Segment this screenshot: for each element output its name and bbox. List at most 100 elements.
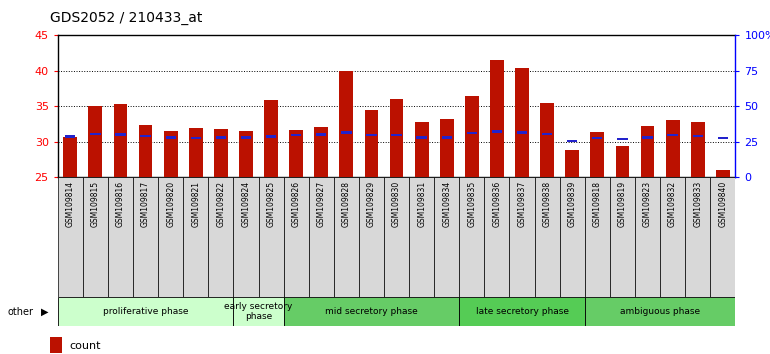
Bar [542,132,552,135]
Bar [666,120,679,177]
Text: proliferative phase: proliferative phase [103,307,189,316]
Text: GSM109819: GSM109819 [618,181,627,227]
Bar [291,134,301,136]
Text: GSM109830: GSM109830 [392,181,401,227]
Text: GSM109828: GSM109828 [342,181,351,227]
Bar [391,134,402,136]
Text: GDS2052 / 210433_at: GDS2052 / 210433_at [50,11,203,25]
Bar [440,119,454,177]
FancyBboxPatch shape [58,177,83,297]
Bar [140,135,151,137]
FancyBboxPatch shape [83,177,108,297]
FancyBboxPatch shape [108,177,133,297]
Text: GSM109826: GSM109826 [292,181,300,227]
Bar [515,68,529,177]
Text: GSM109827: GSM109827 [316,181,326,227]
Bar [691,122,705,177]
Text: GSM109824: GSM109824 [242,181,250,227]
Bar [467,132,477,134]
Bar [264,100,278,177]
Bar [517,131,527,133]
Bar [364,110,378,177]
Text: ambiguous phase: ambiguous phase [620,307,700,316]
FancyBboxPatch shape [233,297,283,326]
FancyBboxPatch shape [133,177,158,297]
Bar [390,99,403,177]
Text: GSM109832: GSM109832 [668,181,677,227]
Bar [341,131,352,133]
Bar [89,106,102,177]
FancyBboxPatch shape [710,177,735,297]
Bar [239,131,253,177]
Text: GSM109829: GSM109829 [367,181,376,227]
Bar [615,146,629,177]
Bar [63,137,77,177]
FancyBboxPatch shape [685,177,710,297]
Bar [716,170,730,177]
FancyBboxPatch shape [434,177,459,297]
Bar [367,134,377,136]
Text: late secretory phase: late secretory phase [476,307,568,316]
FancyBboxPatch shape [259,177,283,297]
Bar [642,136,653,138]
Text: GSM109820: GSM109820 [166,181,176,227]
Text: GSM109833: GSM109833 [693,181,702,227]
Bar [541,103,554,177]
Bar [314,127,328,177]
Bar [618,137,628,140]
Bar [191,137,201,139]
Bar [567,139,578,142]
Text: GSM109838: GSM109838 [543,181,551,227]
Text: GSM109840: GSM109840 [718,181,728,227]
Bar [718,137,728,139]
Bar [441,136,452,138]
Bar [465,96,479,177]
FancyBboxPatch shape [584,177,610,297]
Text: GSM109817: GSM109817 [141,181,150,227]
FancyBboxPatch shape [158,177,183,297]
Text: GSM109835: GSM109835 [467,181,477,227]
Text: GSM109825: GSM109825 [266,181,276,227]
Text: GSM109839: GSM109839 [567,181,577,227]
Bar [490,60,504,177]
FancyBboxPatch shape [183,177,209,297]
Text: ▶: ▶ [41,307,49,316]
FancyBboxPatch shape [660,177,685,297]
Bar [189,128,203,177]
FancyBboxPatch shape [283,297,459,326]
FancyBboxPatch shape [283,177,309,297]
Text: GSM109831: GSM109831 [417,181,426,227]
Bar [641,126,654,177]
Bar [565,150,579,177]
Bar [50,337,62,353]
Bar [417,136,427,138]
Bar [340,71,353,177]
FancyBboxPatch shape [384,177,409,297]
FancyBboxPatch shape [58,297,233,326]
FancyBboxPatch shape [359,177,384,297]
Bar [668,134,678,136]
Bar [116,133,126,136]
FancyBboxPatch shape [459,297,584,326]
FancyBboxPatch shape [309,177,334,297]
Text: GSM109834: GSM109834 [442,181,451,227]
Text: mid secretory phase: mid secretory phase [325,307,418,316]
Bar [591,132,604,177]
FancyBboxPatch shape [584,297,735,326]
Text: GSM109821: GSM109821 [191,181,200,227]
Text: GSM109818: GSM109818 [593,181,602,227]
FancyBboxPatch shape [209,177,233,297]
FancyBboxPatch shape [484,177,510,297]
Bar [214,129,228,177]
Text: GSM109836: GSM109836 [493,181,501,227]
FancyBboxPatch shape [459,177,484,297]
Text: GSM109816: GSM109816 [116,181,125,227]
Bar [592,137,602,139]
Bar [114,104,127,177]
Text: count: count [69,341,101,351]
Bar [290,130,303,177]
Bar [65,135,75,138]
Bar [692,135,703,137]
Bar [266,135,276,138]
FancyBboxPatch shape [610,177,635,297]
